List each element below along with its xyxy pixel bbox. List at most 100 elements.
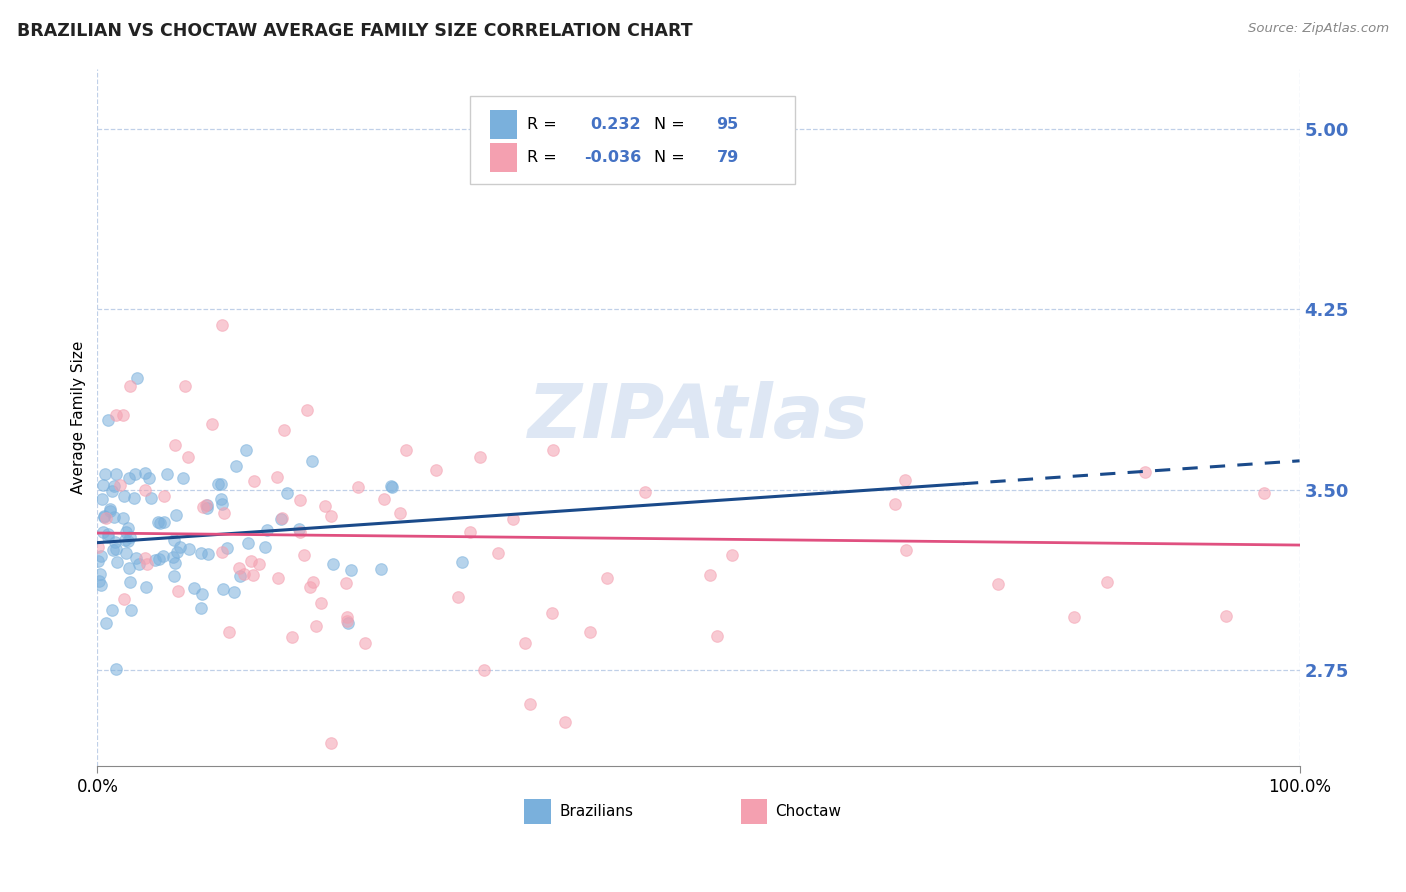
- Point: [104, 409, 127, 423]
- Text: Source: ZipAtlas.com: Source: ZipAtlas.com: [1249, 22, 1389, 36]
- Point: [305, 619, 328, 633]
- Point: [98, 502, 121, 516]
- Point: [134, 483, 156, 497]
- Point: [143, 552, 166, 566]
- Point: [218, 624, 240, 639]
- Point: [447, 590, 470, 604]
- Point: [94, 615, 117, 630]
- Point: [273, 424, 295, 438]
- Point: [298, 580, 321, 594]
- Point: [513, 635, 536, 649]
- Text: N =: N =: [654, 150, 690, 165]
- Point: [211, 545, 233, 559]
- Point: [120, 602, 142, 616]
- Point: [146, 515, 169, 529]
- Point: [165, 508, 187, 523]
- Point: [197, 499, 219, 513]
- Point: [232, 567, 254, 582]
- Bar: [524, 799, 551, 824]
- Point: [190, 546, 212, 560]
- Point: [541, 443, 564, 458]
- Point: [321, 736, 343, 750]
- Point: [100, 484, 122, 499]
- Point: [125, 550, 148, 565]
- Point: [135, 580, 157, 594]
- Point: [128, 557, 150, 571]
- Point: [519, 698, 541, 712]
- Point: [100, 603, 122, 617]
- Point: [149, 516, 172, 531]
- Point: [211, 477, 233, 491]
- Point: [290, 525, 312, 540]
- Point: [91, 491, 114, 506]
- Point: [987, 577, 1010, 591]
- Point: [1133, 465, 1156, 479]
- Point: [97, 526, 120, 541]
- Point: [138, 471, 160, 485]
- Point: [152, 549, 174, 563]
- Point: [336, 615, 359, 630]
- Point: [276, 485, 298, 500]
- Point: [266, 469, 288, 483]
- Point: [311, 596, 333, 610]
- Point: [190, 600, 212, 615]
- Point: [212, 506, 235, 520]
- Point: [94, 467, 117, 482]
- Point: [134, 467, 156, 481]
- Point: [236, 535, 259, 549]
- Point: [215, 541, 238, 555]
- Point: [111, 409, 134, 423]
- Point: [228, 561, 250, 575]
- Point: [162, 549, 184, 564]
- Point: [288, 493, 311, 508]
- Point: [139, 491, 162, 506]
- Point: [1095, 575, 1118, 590]
- Point: [228, 568, 250, 582]
- Text: Brazilians: Brazilians: [560, 805, 633, 820]
- Point: [125, 370, 148, 384]
- Point: [468, 450, 491, 464]
- Point: [634, 484, 657, 499]
- Text: N =: N =: [654, 117, 690, 132]
- Point: [211, 497, 233, 511]
- Point: [388, 506, 411, 520]
- Point: [87, 574, 110, 588]
- Point: [98, 503, 121, 517]
- Point: [336, 610, 359, 624]
- Point: [267, 571, 290, 585]
- Point: [97, 530, 120, 544]
- Point: [105, 662, 128, 676]
- Text: 79: 79: [717, 150, 738, 165]
- Point: [1063, 609, 1085, 624]
- Point: [105, 542, 128, 557]
- Text: R =: R =: [527, 117, 561, 132]
- Point: [256, 523, 278, 537]
- Point: [114, 533, 136, 548]
- Point: [93, 509, 115, 524]
- Point: [183, 581, 205, 595]
- Point: [176, 450, 198, 465]
- Point: [502, 512, 524, 526]
- Text: Choctaw: Choctaw: [776, 805, 841, 820]
- Point: [103, 534, 125, 549]
- Point: [195, 498, 218, 512]
- Point: [124, 491, 146, 505]
- Point: [118, 471, 141, 485]
- Point: [107, 555, 129, 569]
- Point: [354, 635, 377, 649]
- Point: [381, 480, 404, 494]
- Point: [201, 417, 224, 431]
- Point: [314, 499, 336, 513]
- Point: [134, 551, 156, 566]
- Point: [90, 549, 112, 564]
- Point: [339, 563, 361, 577]
- Point: [167, 583, 190, 598]
- Point: [212, 582, 235, 597]
- Point: [346, 480, 368, 494]
- Point: [111, 511, 134, 525]
- Bar: [741, 799, 768, 824]
- Point: [101, 542, 124, 557]
- Point: [235, 443, 257, 458]
- Point: [253, 540, 276, 554]
- Point: [115, 525, 138, 540]
